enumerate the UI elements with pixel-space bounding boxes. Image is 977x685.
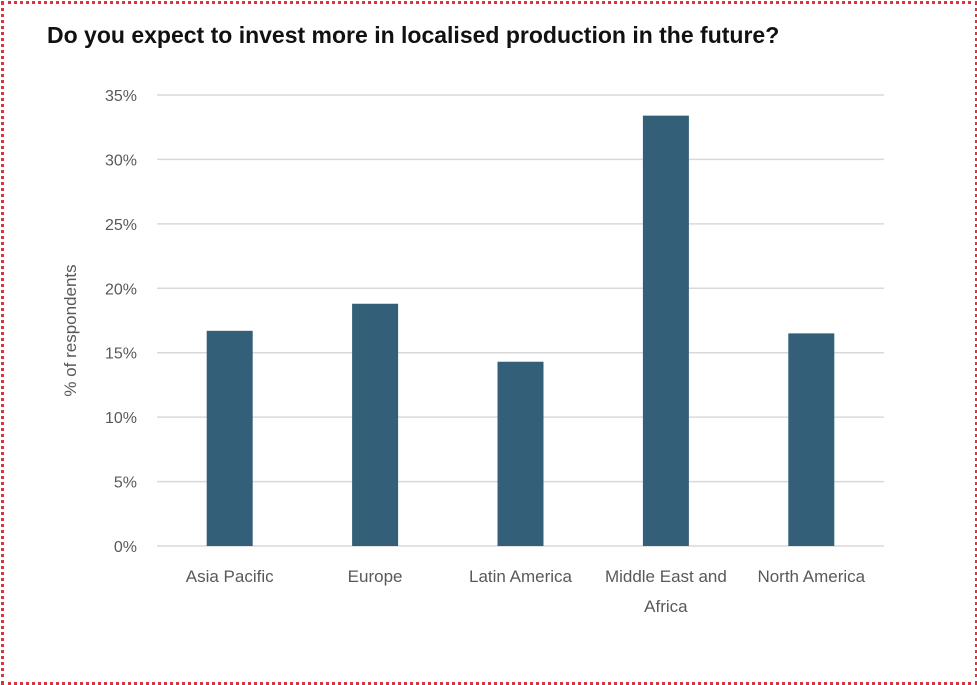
bars xyxy=(206,115,835,547)
x-category-label: Middle East and xyxy=(605,567,727,586)
y-tick-label: 20% xyxy=(105,281,137,298)
chart-title: Do you expect to invest more in localise… xyxy=(47,22,780,48)
bar xyxy=(206,330,253,546)
y-axis-title: % of respondents xyxy=(61,264,80,396)
x-category-label: Asia Pacific xyxy=(186,567,274,586)
y-axis-ticks: 0% 5% 10% 15% 20% 25% 30% 35% xyxy=(105,88,137,556)
bar xyxy=(788,333,835,546)
y-tick-label: 5% xyxy=(114,475,137,492)
x-category-label: Europe xyxy=(348,567,403,586)
gridlines xyxy=(157,94,884,547)
x-category-label: Latin America xyxy=(469,567,573,586)
bar xyxy=(497,361,544,546)
y-tick-label: 0% xyxy=(114,539,137,556)
bar xyxy=(642,115,689,547)
y-tick-label: 30% xyxy=(105,152,137,169)
y-tick-label: 10% xyxy=(105,410,137,427)
y-tick-label: 25% xyxy=(105,217,137,234)
y-tick-label: 15% xyxy=(105,346,137,363)
x-category-label: North America xyxy=(757,567,865,586)
x-axis-labels: Asia Pacific Europe Latin America Middle Ea… xyxy=(186,567,866,616)
y-tick-label: 35% xyxy=(105,88,137,105)
x-category-label: Africa xyxy=(644,597,688,616)
bar xyxy=(352,303,399,546)
